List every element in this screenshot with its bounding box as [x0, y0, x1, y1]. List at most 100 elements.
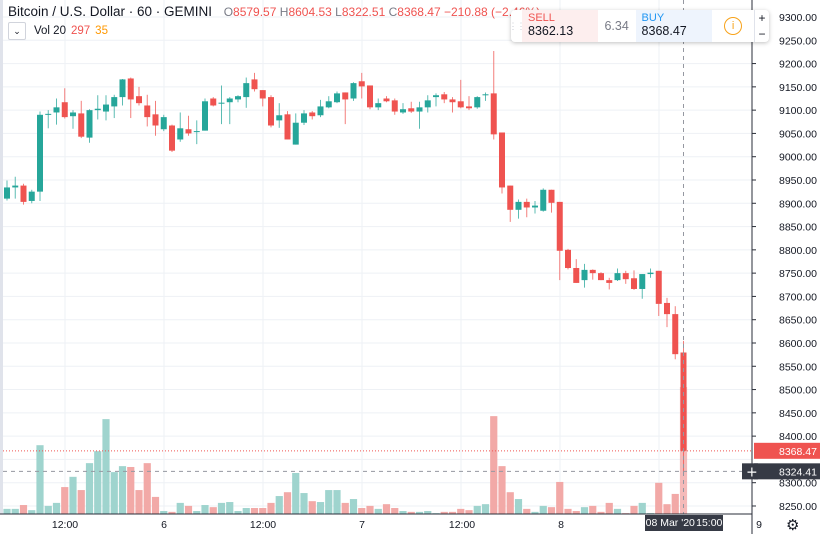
- time-axis[interactable]: 12:00 6 12:00 7 12:00 8 9: [0, 513, 762, 531]
- volume-bar: [135, 490, 143, 514]
- volume-bar: [52, 502, 61, 514]
- candle-body: [424, 100, 431, 108]
- candle-body: [589, 269, 596, 274]
- volume-ma-value: 35: [95, 25, 108, 37]
- volume-bar: [250, 508, 259, 514]
- candle: [136, 86, 142, 106]
- time-tick-label: 12:00: [52, 519, 78, 531]
- volume-label: Vol 20: [34, 25, 66, 37]
- candle-body: [408, 108, 415, 112]
- price-tick-label: 8300.00: [779, 478, 817, 490]
- volume-bar: [242, 508, 250, 514]
- candle-body: [499, 132, 505, 188]
- volume-bar: [110, 472, 118, 514]
- price-axis[interactable]: 9300.00 9250.00 9200.00 9150.00 9100.00 9050.…: [742, 0, 820, 534]
- time-tick-label: 12:00: [250, 519, 276, 531]
- volume-bar: [234, 511, 242, 514]
- gear-icon[interactable]: ⚙: [786, 517, 800, 534]
- candle: [375, 98, 382, 111]
- volume-bar: [391, 508, 399, 514]
- volume-bar: [564, 508, 572, 514]
- candle: [449, 97, 456, 113]
- candle-body: [169, 125, 175, 151]
- candle: [408, 101, 415, 113]
- drag-handle-icon[interactable]: ⋮⋮: [511, 20, 526, 31]
- volume-bar: [3, 508, 11, 514]
- candle: [177, 112, 184, 142]
- candle: [639, 274, 646, 299]
- candle-body: [515, 201, 522, 210]
- symbol-title: Bitcoin / U.S. Dollar · 60 · GEMINI: [8, 4, 213, 19]
- candle-body: [152, 114, 159, 126]
- candle-body: [136, 96, 142, 104]
- volume-bar: [630, 505, 638, 514]
- volume-bar: [572, 511, 580, 514]
- candle-body: [490, 93, 497, 135]
- candle: [268, 95, 274, 128]
- candle-body: [474, 97, 481, 108]
- candle-body: [202, 101, 208, 131]
- candle-body: [556, 201, 563, 251]
- candle: [28, 189, 35, 204]
- volume-bar: [341, 502, 349, 514]
- candle-body: [4, 187, 10, 199]
- volume-bar: [267, 502, 275, 514]
- candle: [86, 109, 93, 143]
- volume-bar: [514, 499, 523, 514]
- candle: [441, 91, 448, 104]
- candle: [367, 85, 373, 110]
- collapse-legend-button[interactable]: ⌄: [8, 22, 26, 40]
- candle: [416, 101, 423, 129]
- candle: [45, 110, 52, 129]
- volume-bar: [193, 511, 201, 514]
- candle: [598, 272, 604, 281]
- candle-body: [350, 83, 357, 99]
- info-button[interactable]: i: [712, 10, 754, 42]
- candle: [243, 77, 250, 108]
- candle-body: [383, 98, 390, 102]
- volume-bar: [217, 502, 226, 514]
- volume-bar: [539, 505, 547, 514]
- candle: [12, 176, 19, 199]
- candle-body: [540, 189, 547, 211]
- sell-button[interactable]: SELL 8362.13: [522, 10, 598, 42]
- open-label: O: [223, 5, 234, 19]
- volume-bar: [374, 508, 382, 514]
- add-alert-button: [742, 463, 758, 480]
- candle-body: [655, 270, 662, 304]
- price-tick-label: 8850.00: [779, 222, 817, 234]
- candle-body: [581, 269, 588, 281]
- increase-button[interactable]: +: [758, 11, 766, 25]
- high-label: H: [279, 5, 289, 19]
- time-tick-label: 9: [756, 519, 762, 531]
- candle: [507, 185, 514, 222]
- decrease-button[interactable]: −: [758, 27, 766, 41]
- candle: [342, 92, 349, 125]
- candle-body: [301, 113, 307, 123]
- candle-body: [532, 205, 538, 208]
- sell-price: 8362.13: [528, 24, 574, 38]
- crosshair-price-label: 8324.41: [779, 466, 817, 478]
- price-tick-label: 9100.00: [779, 105, 817, 117]
- chevron-down-icon: ⌄: [13, 25, 21, 36]
- volume-bar: [638, 502, 646, 514]
- candle-body: [243, 83, 250, 98]
- candle: [391, 98, 398, 115]
- candle-body: [482, 94, 489, 96]
- volume-bar: [283, 492, 292, 514]
- time-tick-label: 7: [359, 519, 365, 531]
- candle-body: [185, 129, 192, 134]
- plus-icon: +: [746, 464, 758, 480]
- candle-body: [103, 104, 109, 112]
- spread-value: 6.34: [604, 19, 629, 33]
- candle: [317, 99, 324, 118]
- candle-body: [334, 93, 340, 103]
- buy-price: 8368.47: [641, 24, 687, 38]
- volume-bar: [160, 511, 168, 514]
- price-tick-label: 8900.00: [779, 198, 817, 210]
- volume-bar: [292, 472, 300, 514]
- buy-button[interactable]: BUY 8368.47: [635, 10, 713, 42]
- candle: [664, 297, 670, 328]
- price-tick-label: 8450.00: [779, 408, 817, 420]
